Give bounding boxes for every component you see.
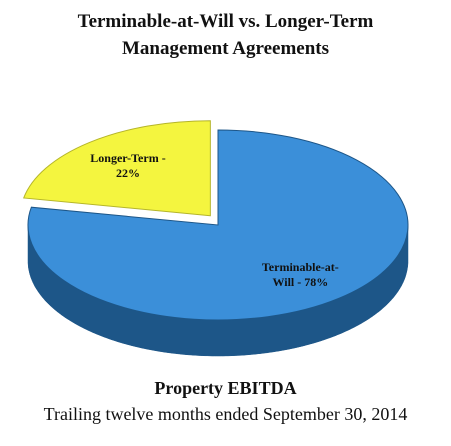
slice-label: Terminable-at-Will - 78% [261, 259, 339, 289]
chart-title: Terminable-at-Will vs. Longer-Term Manag… [77, 11, 374, 59]
chart-footnote: Trailing twelve months ended September 3… [43, 404, 408, 424]
chart-subtitle: Property EBITDA [154, 378, 297, 398]
pie-slice [23, 120, 211, 217]
slice-label: Longer-Term - 22% [90, 150, 166, 180]
pie-slice [27, 129, 409, 321]
